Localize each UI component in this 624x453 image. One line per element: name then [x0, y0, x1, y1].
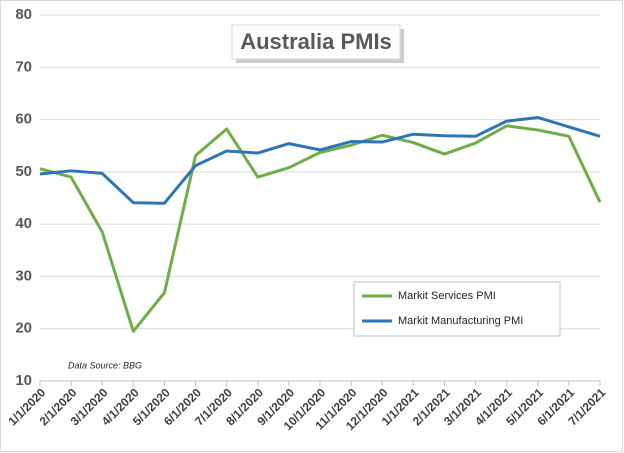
y-tick-label: 60	[15, 111, 32, 128]
y-tick-label: 70	[15, 58, 32, 75]
legend-box	[353, 281, 561, 337]
y-tick-label: 30	[15, 267, 32, 284]
legend-label: Markit Services PMI	[398, 290, 496, 302]
series-line	[39, 124, 602, 333]
chart-title: Australia PMIs	[240, 29, 392, 54]
series-line	[39, 115, 601, 205]
y-tick-label: 80	[15, 6, 32, 23]
y-tick-label: 40	[15, 215, 32, 232]
annotation: Data Source: BBG	[68, 360, 142, 370]
legend-label: Markit Manufacturing PMI	[398, 315, 523, 327]
lines	[39, 115, 602, 333]
legend: Markit Services PMI Markit Manufacturing …	[362, 290, 523, 327]
y-tick-label: 10	[15, 372, 32, 389]
title-box	[231, 24, 401, 60]
y-tick-label: 50	[15, 163, 32, 180]
y-tick-label: 20	[15, 320, 32, 337]
